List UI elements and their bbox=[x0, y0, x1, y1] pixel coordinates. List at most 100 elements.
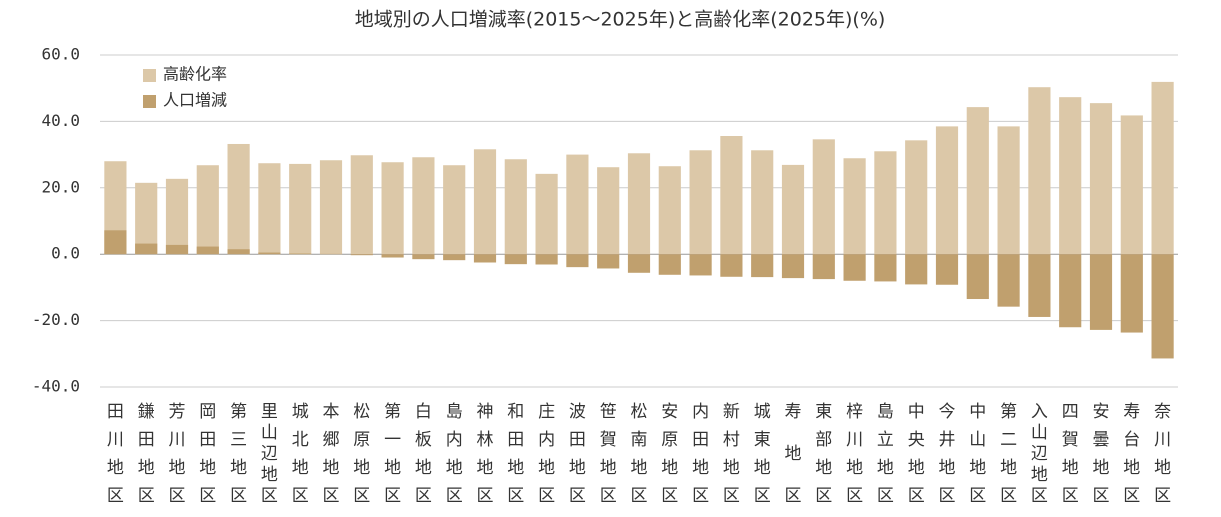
bar bbox=[997, 254, 1020, 307]
bar bbox=[720, 136, 743, 255]
x-tick-label: 松原地区 bbox=[353, 402, 370, 506]
bar bbox=[966, 254, 989, 300]
bar bbox=[1089, 254, 1113, 330]
bar bbox=[566, 154, 589, 255]
legend-swatch bbox=[143, 69, 156, 82]
bar bbox=[935, 254, 959, 285]
bar bbox=[689, 254, 712, 276]
bar bbox=[1120, 115, 1143, 255]
bar bbox=[535, 254, 558, 265]
x-tick-label: 城東地区 bbox=[754, 402, 771, 506]
x-tick-label: 神林地区 bbox=[477, 402, 494, 506]
bar bbox=[812, 254, 835, 280]
x-tick-label: 笹賀地区 bbox=[600, 402, 617, 506]
bar bbox=[597, 167, 620, 255]
bar bbox=[997, 126, 1020, 255]
y-tick-label: 0.0 bbox=[51, 244, 80, 263]
x-tick-label: 梓川地区 bbox=[846, 402, 863, 506]
bar bbox=[289, 163, 312, 255]
bar bbox=[935, 126, 959, 255]
bar bbox=[381, 162, 404, 255]
x-tick-label: 田川地区 bbox=[107, 402, 124, 506]
bar bbox=[1151, 254, 1174, 359]
x-tick-label: 中山地区 bbox=[969, 402, 986, 506]
x-tick-label: 鎌田地区 bbox=[138, 402, 155, 506]
x-tick-label: 城北地区 bbox=[292, 402, 309, 506]
bar bbox=[504, 159, 527, 255]
x-tick-label: 安曇地区 bbox=[1093, 402, 1110, 506]
x-tick-label: 東部地区 bbox=[815, 402, 832, 506]
bar bbox=[412, 157, 435, 255]
bar bbox=[196, 165, 219, 255]
bar bbox=[658, 166, 681, 255]
bar bbox=[350, 254, 373, 256]
bar bbox=[443, 165, 466, 255]
legend-swatch bbox=[143, 95, 156, 108]
bar bbox=[1028, 254, 1051, 317]
x-tick-label: 寿台地区 bbox=[1123, 402, 1140, 506]
bar bbox=[319, 160, 343, 255]
bar bbox=[227, 143, 250, 255]
bar bbox=[689, 150, 712, 255]
bar bbox=[381, 254, 404, 258]
bar bbox=[504, 254, 527, 265]
bar bbox=[843, 158, 866, 255]
x-tick-label: 岡田地区 bbox=[199, 402, 216, 506]
bar bbox=[751, 150, 774, 255]
bar bbox=[597, 254, 620, 269]
bar bbox=[874, 254, 897, 282]
x-tick-label: 和田地区 bbox=[507, 402, 524, 506]
bar bbox=[843, 254, 866, 281]
bar bbox=[258, 252, 281, 255]
bar bbox=[1089, 103, 1113, 255]
x-tick-label: 波田地区 bbox=[569, 402, 586, 506]
x-tick-label: 里山辺地区 bbox=[261, 402, 278, 506]
x-tick-label: 入山辺地区 bbox=[1031, 402, 1048, 506]
x-tick-label: 白板地区 bbox=[415, 402, 432, 506]
x-tick-label: 芳川地区 bbox=[169, 402, 186, 506]
bar bbox=[1120, 254, 1143, 333]
x-tick-label: 第三地区 bbox=[230, 402, 247, 506]
bar bbox=[812, 139, 835, 255]
bar bbox=[165, 244, 189, 255]
x-tick-label: 島立地区 bbox=[877, 402, 894, 506]
bar bbox=[412, 254, 435, 260]
chart-title: 地域別の人口増減率(2015～2025年)と高齢化率(2025年)(%) bbox=[355, 9, 886, 31]
x-tick-label: 庄内地区 bbox=[538, 402, 555, 506]
bar bbox=[227, 249, 250, 255]
x-tick-label: 本郷地区 bbox=[323, 402, 340, 506]
bar bbox=[751, 254, 774, 278]
bar bbox=[720, 254, 743, 277]
bar bbox=[658, 254, 681, 275]
x-tick-label: 寿地区 bbox=[785, 402, 802, 506]
x-tick-label: 奈川地区 bbox=[1154, 402, 1171, 506]
bar bbox=[135, 243, 158, 255]
bar bbox=[905, 140, 928, 255]
bar bbox=[443, 254, 466, 261]
bar bbox=[135, 182, 158, 255]
bar bbox=[535, 173, 558, 255]
bar bbox=[196, 246, 219, 255]
bar bbox=[1059, 97, 1082, 255]
bar bbox=[905, 254, 928, 285]
bar bbox=[1151, 81, 1174, 255]
y-tick-label: -40.0 bbox=[32, 377, 80, 396]
y-tick-label: 60.0 bbox=[41, 45, 80, 64]
bar bbox=[104, 230, 127, 255]
y-tick-label: 40.0 bbox=[41, 111, 80, 130]
x-tick-label: 安原地区 bbox=[661, 402, 678, 506]
x-tick-label: 中央地区 bbox=[908, 402, 925, 506]
bar bbox=[258, 163, 281, 255]
bar bbox=[289, 253, 312, 255]
bar bbox=[627, 153, 651, 255]
x-tick-label: 松南地区 bbox=[631, 402, 648, 506]
bar bbox=[966, 107, 989, 255]
bar bbox=[1059, 254, 1082, 328]
bar bbox=[874, 151, 897, 255]
legend-label: 高齢化率 bbox=[163, 65, 227, 84]
legend-label: 人口増減 bbox=[163, 91, 227, 110]
x-tick-label: 内田地区 bbox=[692, 402, 709, 506]
bar bbox=[473, 254, 497, 263]
x-tick-label: 今井地区 bbox=[939, 402, 956, 506]
